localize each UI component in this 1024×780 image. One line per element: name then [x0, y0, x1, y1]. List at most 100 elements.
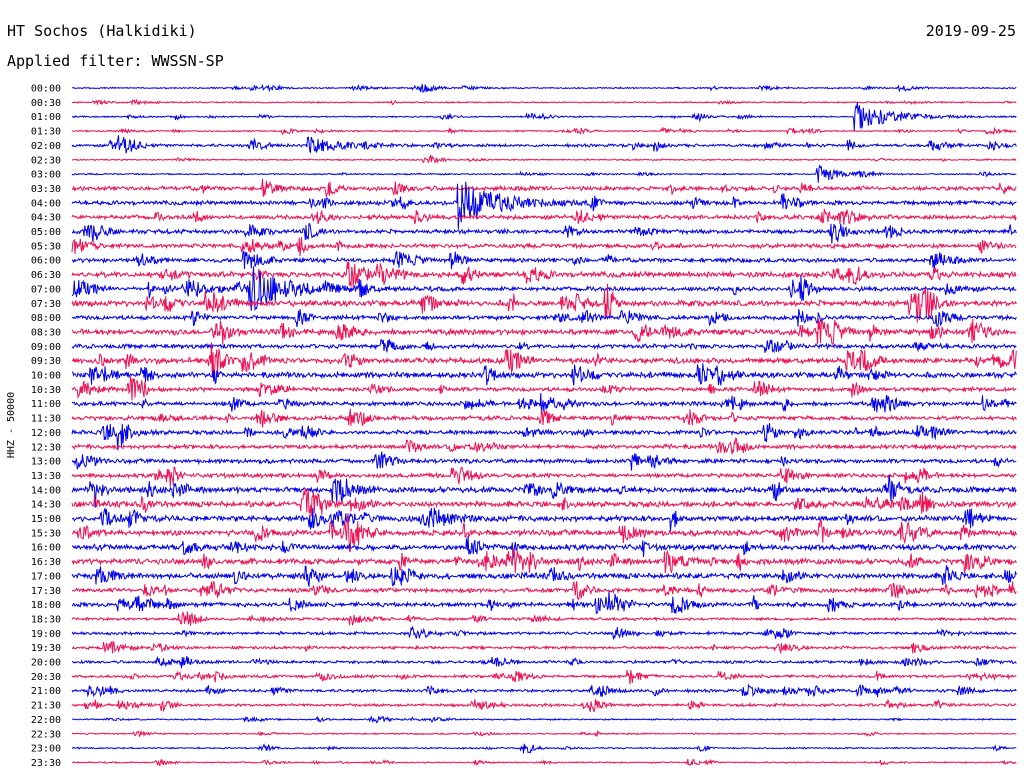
row-time-label: 04:00	[31, 198, 61, 209]
row-time-label: 18:30	[31, 614, 61, 625]
row-time-label: 08:00	[31, 313, 61, 324]
row-time-label: 02:00	[31, 141, 61, 152]
trace-1700	[71, 565, 1017, 587]
trace-2230	[71, 729, 1017, 738]
row-time-label: 07:30	[31, 299, 61, 310]
trace-1500	[72, 507, 1017, 532]
row-time-label: 03:30	[31, 184, 61, 195]
trace-0700	[71, 266, 1017, 312]
trace-2330	[71, 758, 1017, 767]
row-time-label: 00:30	[31, 98, 61, 109]
row-time-label: 01:30	[31, 127, 61, 138]
row-time-label: 00:00	[31, 84, 61, 95]
row-time-label: 13:00	[31, 457, 61, 468]
time-row-labels: 00:00 00:30 01:00 01:30 02:00 02:30 03:00 03:30…	[31, 84, 61, 769]
y-axis-label: HHZ - 50000	[6, 392, 17, 458]
trace-0100	[71, 102, 1017, 131]
trace-1800	[71, 590, 1017, 615]
trace-1000	[72, 363, 1017, 386]
trace-1400	[71, 475, 1017, 508]
row-time-label: 23:30	[31, 758, 61, 769]
trace-0430	[71, 207, 1017, 225]
seismic-traces	[71, 83, 1017, 767]
row-time-label: 17:00	[31, 571, 61, 582]
trace-0030	[72, 98, 1017, 106]
row-time-label: 05:30	[31, 241, 61, 252]
trace-0000	[72, 83, 1017, 93]
trace-1300	[71, 451, 1017, 471]
row-time-label: 03:00	[31, 170, 61, 181]
trace-1030	[71, 376, 1017, 401]
trace-0200	[71, 135, 1017, 154]
row-time-label: 09:00	[31, 342, 61, 353]
trace-2100	[71, 683, 1017, 698]
trace-0130	[71, 126, 1017, 136]
row-time-label: 12:00	[31, 428, 61, 439]
trace-1730	[71, 581, 1017, 601]
row-time-label: 16:00	[31, 543, 61, 554]
trace-2200	[71, 715, 1017, 724]
trace-0730	[71, 283, 1017, 323]
row-time-label: 15:00	[31, 514, 61, 525]
row-time-label: 13:30	[31, 471, 61, 482]
row-time-label: 05:00	[31, 227, 61, 238]
row-time-label: 17:30	[31, 586, 61, 597]
row-time-label: 10:30	[31, 385, 61, 396]
row-time-label: 19:30	[31, 643, 61, 654]
trace-1900	[71, 625, 1017, 640]
row-time-label: 14:00	[31, 485, 61, 496]
trace-0530	[71, 237, 1017, 257]
row-time-label: 02:30	[31, 155, 61, 166]
trace-1230	[71, 437, 1017, 455]
trace-0400	[71, 181, 1017, 230]
row-time-label: 21:00	[31, 686, 61, 697]
row-time-label: 15:30	[31, 528, 61, 539]
trace-2030	[71, 669, 1017, 685]
row-time-label: 01:00	[31, 112, 61, 123]
row-time-label: 06:00	[31, 256, 61, 267]
trace-1530	[71, 513, 1017, 552]
trace-1330	[71, 466, 1017, 487]
station-title: HT Sochos (Halkidiki)	[7, 22, 197, 40]
trace-0600	[71, 250, 1017, 270]
trace-0300	[71, 163, 1017, 183]
row-time-label: 06:30	[31, 270, 61, 281]
row-time-label: 10:00	[31, 371, 61, 382]
row-time-label: 20:30	[31, 672, 61, 683]
trace-0830	[71, 318, 1017, 346]
trace-0930	[71, 342, 1017, 380]
filter-label: Applied filter: WWSSN-SP	[7, 52, 224, 70]
trace-0230	[71, 154, 1017, 164]
row-time-label: 21:30	[31, 701, 61, 712]
trace-2000	[71, 655, 1017, 669]
trace-1130	[71, 408, 1017, 428]
row-time-label: 08:30	[31, 327, 61, 338]
row-time-label: 20:00	[31, 658, 61, 669]
trace-0330	[71, 178, 1017, 197]
date-label: 2019-09-25	[926, 22, 1016, 40]
row-time-label: 07:00	[31, 284, 61, 295]
trace-1100	[71, 393, 1017, 414]
row-time-label: 18:00	[31, 600, 61, 611]
trace-1200	[71, 422, 1017, 451]
row-time-label: 11:30	[31, 414, 61, 425]
row-time-label: 04:30	[31, 213, 61, 224]
row-time-label: 19:00	[31, 629, 61, 640]
trace-0500	[71, 223, 1017, 244]
row-time-label: 16:30	[31, 557, 61, 568]
trace-2300	[71, 743, 1017, 754]
row-time-label: 14:30	[31, 500, 61, 511]
row-time-label: 11:00	[31, 399, 61, 410]
trace-1930	[71, 640, 1017, 655]
row-time-label: 23:00	[31, 744, 61, 755]
trace-0800	[71, 308, 1017, 328]
trace-2130	[71, 698, 1017, 713]
trace-0900	[71, 338, 1017, 354]
trace-1830	[71, 611, 1017, 626]
row-time-label: 22:30	[31, 729, 61, 740]
trace-1630	[71, 547, 1017, 574]
trace-1600	[71, 536, 1017, 560]
row-time-label: 22:00	[31, 715, 61, 726]
trace-1430	[71, 487, 1017, 517]
